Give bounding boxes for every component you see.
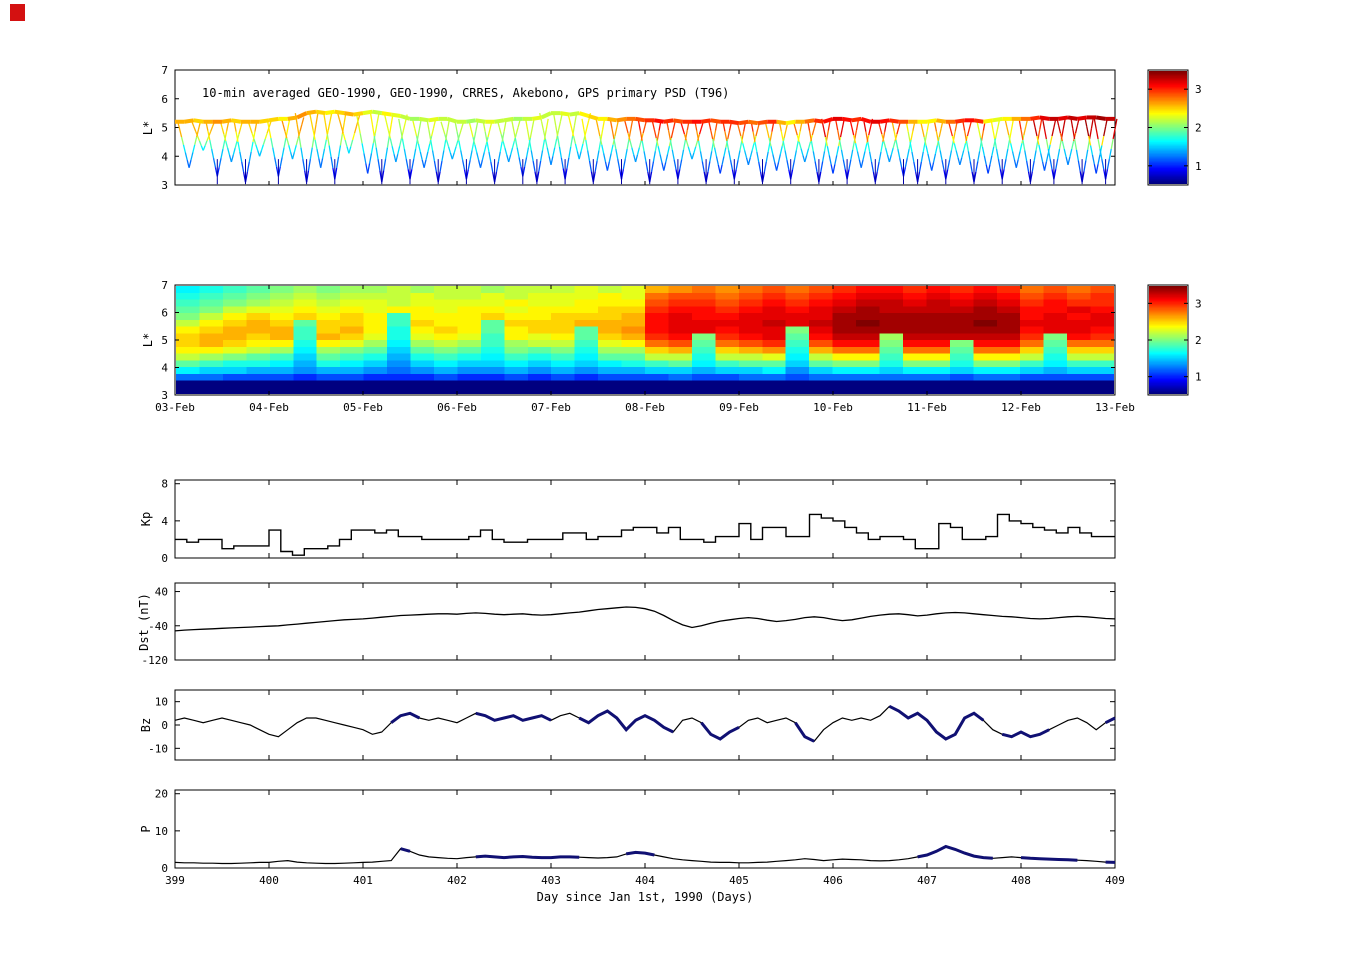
tick-label: -40 <box>148 620 168 633</box>
dst-ylabel: Dst (nT) <box>137 593 151 651</box>
tick-label: 40 <box>155 586 168 599</box>
tick-label: 1 <box>1195 160 1202 173</box>
psd-track-ylabel: L* <box>141 121 155 135</box>
tick-label: 401 <box>353 874 373 887</box>
bz-ylabel: Bz <box>139 718 153 732</box>
tick-label: 10-Feb <box>813 401 853 414</box>
red-marker <box>10 4 25 21</box>
tick-label: 3 <box>161 179 168 192</box>
tick-label: 08-Feb <box>625 401 665 414</box>
tick-label: -10 <box>148 742 168 755</box>
tick-label: 405 <box>729 874 749 887</box>
tick-label: 13-Feb <box>1095 401 1135 414</box>
tick-label: 0 <box>161 552 168 565</box>
p-ylabel: P <box>139 825 153 832</box>
tick-label: 03-Feb <box>155 401 195 414</box>
tick-label: 402 <box>447 874 467 887</box>
tick-label: 3 <box>1195 297 1202 310</box>
tick-label: 12-Feb <box>1001 401 1041 414</box>
tick-label: 404 <box>635 874 655 887</box>
tick-label: 05-Feb <box>343 401 383 414</box>
tick-label: -120 <box>142 654 169 667</box>
tick-label: 408 <box>1011 874 1031 887</box>
tick-label: 406 <box>823 874 843 887</box>
tick-label: 10 <box>155 696 168 709</box>
tick-label: 4 <box>161 150 168 163</box>
tick-label: 2 <box>1195 122 1202 135</box>
tick-label: 07-Feb <box>531 401 571 414</box>
tick-label: 09-Feb <box>719 401 759 414</box>
tick-label: 1 <box>1195 371 1202 384</box>
tick-label: 04-Feb <box>249 401 289 414</box>
tick-label: 8 <box>161 478 168 491</box>
tick-label: 403 <box>541 874 561 887</box>
psd-map-ylabel: L* <box>141 333 155 347</box>
tick-label: 0 <box>161 862 168 875</box>
tick-label: 400 <box>259 874 279 887</box>
tick-label: 407 <box>917 874 937 887</box>
tick-label: 4 <box>161 515 168 528</box>
tick-label: 3 <box>161 389 168 402</box>
psd-track-title: 10-min averaged GEO-1990, GEO-1990, CRRE… <box>202 86 729 100</box>
x-axis-title: Day since Jan 1st, 1990 (Days) <box>537 890 754 904</box>
tick-label: 4 <box>161 362 168 375</box>
tick-label: 0 <box>161 719 168 732</box>
tick-label: 06-Feb <box>437 401 477 414</box>
tick-label: 6 <box>161 93 168 106</box>
tick-label: 5 <box>161 122 168 135</box>
tick-label: 5 <box>161 334 168 347</box>
kp-ylabel: Kp <box>139 512 153 526</box>
psd-heatmap-image <box>176 286 1114 394</box>
tick-label: 7 <box>161 64 168 77</box>
tick-label: 399 <box>165 874 185 887</box>
colorbar-bottom-gradient <box>1149 286 1187 394</box>
tick-label: 2 <box>1195 334 1202 347</box>
tick-label: 11-Feb <box>907 401 947 414</box>
tick-label: 20 <box>155 788 168 801</box>
tick-label: 10 <box>155 825 168 838</box>
tick-label: 7 <box>161 279 168 292</box>
colorbar-top-gradient <box>1149 71 1187 184</box>
tick-label: 6 <box>161 307 168 320</box>
tick-label: 3 <box>1195 83 1202 96</box>
tick-label: 409 <box>1105 874 1125 887</box>
